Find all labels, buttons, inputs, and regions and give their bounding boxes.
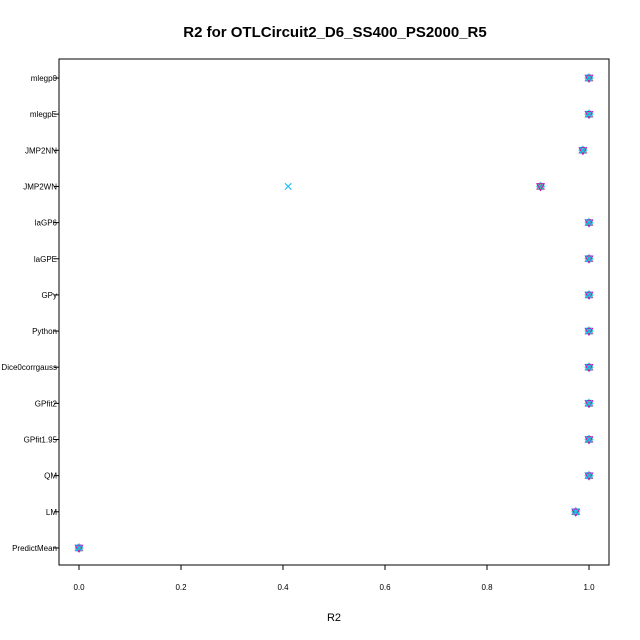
x-tick-label: 0.8 <box>481 583 493 592</box>
y-tick-label: JMP2NN <box>25 146 57 155</box>
y-tick-label: PredictMean <box>12 544 57 553</box>
y-tick-label: mlegpE <box>30 110 57 119</box>
x-tick-label: 0.0 <box>73 583 85 592</box>
x-tick-label: 0.4 <box>277 583 289 592</box>
data-point <box>584 436 594 445</box>
data-point <box>578 147 588 156</box>
data-point <box>584 291 594 300</box>
data-points <box>74 72 594 553</box>
chart-title: R2 for OTLCircuit2_D6_SS400_PS2000_R5 <box>183 24 486 41</box>
y-tick-label: laGP6 <box>35 219 58 228</box>
x-tick-label: 0.6 <box>379 583 391 592</box>
x-tick-label: 0.2 <box>175 583 187 592</box>
y-tick-label: Python <box>32 327 57 336</box>
data-point <box>584 219 594 228</box>
data-point <box>584 255 594 264</box>
data-point <box>536 183 546 192</box>
data-point <box>584 74 594 84</box>
data-point <box>584 327 594 337</box>
y-tick-label: GPy <box>41 291 57 300</box>
data-point <box>584 364 594 373</box>
data-point <box>74 544 84 553</box>
data-point <box>585 435 593 444</box>
data-point <box>585 74 593 82</box>
y-tick-label: GPfit1.95 <box>24 436 58 445</box>
data-point <box>584 400 594 409</box>
data-point <box>585 219 593 227</box>
data-point <box>585 399 593 407</box>
data-point <box>585 363 593 371</box>
y-tick-label: laGPE <box>34 255 57 264</box>
y-tick-label: Dice0corrgauss <box>1 363 57 372</box>
y-tick-label: LM <box>46 508 57 517</box>
data-point <box>585 110 593 118</box>
x-tick-label: 1.0 <box>583 583 595 592</box>
data-point <box>284 182 292 191</box>
data-point <box>585 327 593 335</box>
data-point <box>75 544 83 552</box>
data-point <box>585 291 593 299</box>
data-point <box>571 508 581 517</box>
y-axis: mlegp0 mlegpE JMP2NN JMP2WN laGP6 laGPE GPy Pyt… <box>1 74 59 553</box>
data-point <box>585 472 593 480</box>
data-point <box>584 472 594 481</box>
y-tick-label: mlegp0 <box>31 74 58 83</box>
data-point <box>579 146 587 154</box>
data-point <box>584 110 594 120</box>
data-point <box>572 508 580 516</box>
plot-frame <box>58 58 610 566</box>
x-axis: 0.0 0.2 0.4 0.6 0.8 1.0 <box>73 565 595 592</box>
y-tick-label: QM <box>44 472 57 481</box>
x-axis-title: R2 <box>327 612 341 624</box>
y-tick-label: JMP2WN <box>23 182 57 191</box>
y-tick-label: GPfit2 <box>35 399 58 408</box>
data-point <box>585 255 593 263</box>
